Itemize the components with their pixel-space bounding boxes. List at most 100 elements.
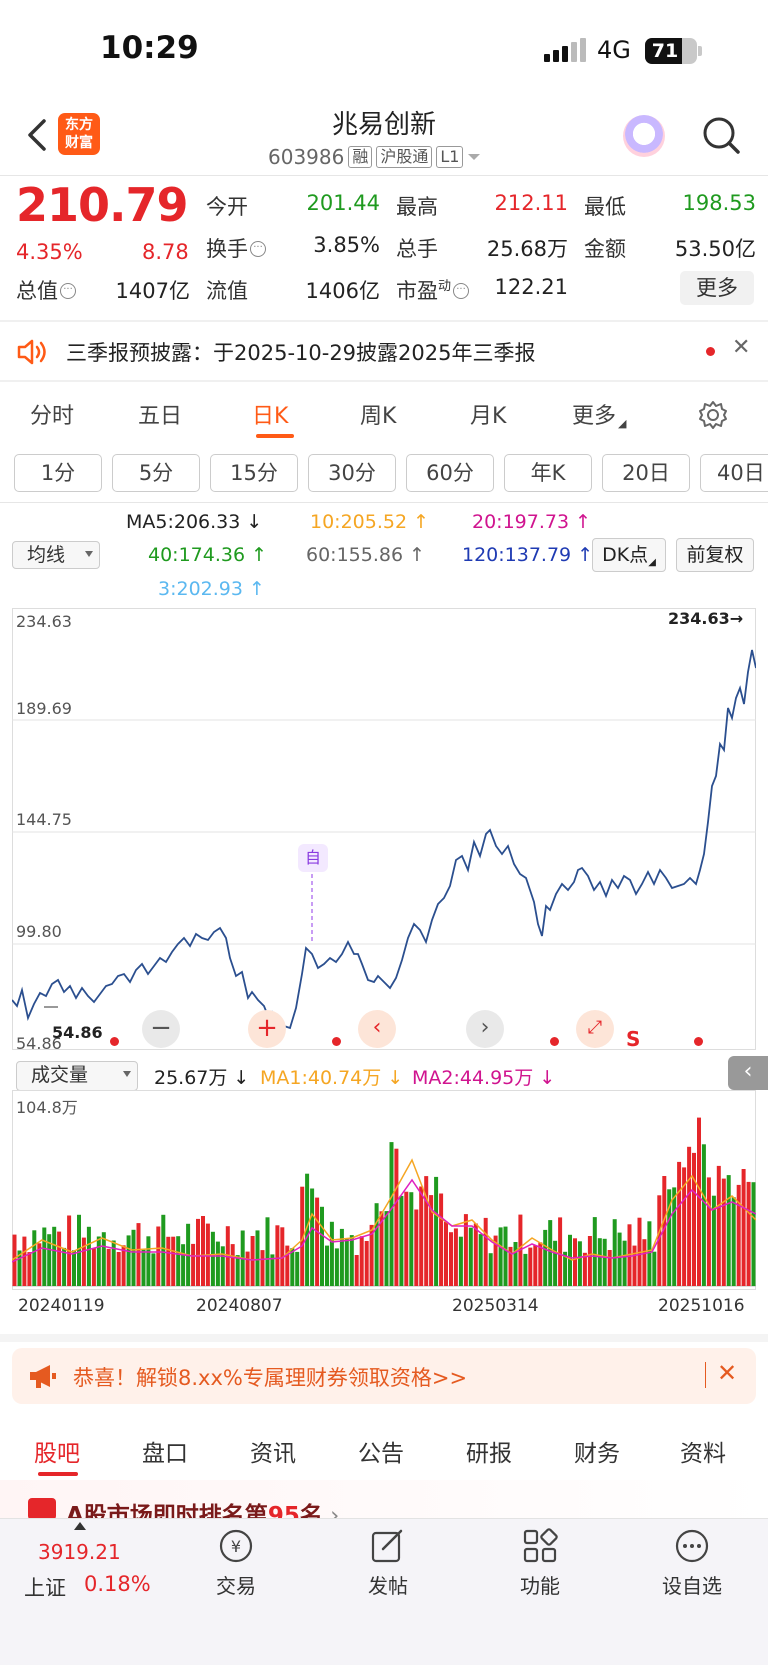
index-percent[interactable]: 0.18% <box>84 1572 151 1596</box>
tag-connect: 沪股通 <box>376 146 433 168</box>
dock-functions[interactable]: 功能 <box>520 1574 560 1598</box>
volume-bar <box>62 1247 67 1286</box>
tab-orderbook[interactable]: 盘口 <box>142 1441 188 1467</box>
volume-bar <box>260 1250 265 1286</box>
interval-30min[interactable]: 30分 <box>308 454 396 492</box>
event-dot[interactable] <box>332 1037 341 1046</box>
turnover-label[interactable]: 换手 ··· <box>206 233 266 263</box>
tab-monthly-k[interactable]: 月K <box>470 404 507 429</box>
more-dots-icon[interactable] <box>673 1527 711 1565</box>
dk-point-button[interactable]: DK点◢ <box>592 538 666 572</box>
tab-news[interactable]: 资讯 <box>250 1441 296 1467</box>
scroll-left-icon[interactable]: ‹ <box>358 1010 396 1048</box>
tab-weekly-k[interactable]: 周K <box>360 404 397 429</box>
compose-icon[interactable] <box>369 1527 407 1565</box>
assistant-avatar-icon[interactable] <box>623 115 665 157</box>
volume-bar <box>548 1220 553 1286</box>
index-name[interactable]: 上证 <box>24 1576 66 1600</box>
fullscreen-icon[interactable]: ⤢ <box>576 1010 614 1048</box>
tab-financials[interactable]: 财务 <box>574 1441 620 1467</box>
event-dot[interactable] <box>694 1037 703 1046</box>
volume-indicator-select[interactable]: 成交量 <box>16 1061 138 1091</box>
tab-announcements[interactable]: 公告 <box>358 1441 404 1467</box>
close-icon[interactable]: ✕ <box>732 335 751 360</box>
tab-intraday[interactable]: 分时 <box>30 404 75 429</box>
stock-code-row[interactable]: 603986 融 沪股通 L1 <box>268 145 481 169</box>
sell-signal-marker[interactable]: S <box>626 1027 641 1051</box>
tab-daily-k[interactable]: 日K <box>252 404 289 429</box>
high-label: 最高 <box>396 195 438 219</box>
mktcap-label[interactable]: 总值 ··· <box>16 275 76 305</box>
dock-trade[interactable]: 交易 <box>216 1574 256 1598</box>
interval-year-k[interactable]: 年K <box>504 454 592 492</box>
interval-5min[interactable]: 5分 <box>112 454 200 492</box>
tab-research[interactable]: 研报 <box>466 1441 512 1467</box>
scroll-right-icon[interactable]: › <box>466 1010 504 1048</box>
volume-bar <box>453 1228 458 1286</box>
rank-icon <box>28 1498 56 1520</box>
adjust-mode-button[interactable]: 前复权 <box>676 538 754 572</box>
volume-chart[interactable] <box>12 1090 756 1290</box>
interval-15min[interactable]: 15分 <box>210 454 298 492</box>
event-dot[interactable] <box>110 1037 119 1046</box>
self-select-marker[interactable]: 自 <box>298 844 328 872</box>
info-icon: ··· <box>250 241 266 257</box>
interval-1min[interactable]: 1分 <box>14 454 102 492</box>
k-line-chart[interactable] <box>12 608 756 1050</box>
volume-bar <box>622 1240 627 1286</box>
notice-text[interactable]: 三季报预披露：于2025-10-29披露2025年三季报 <box>66 341 536 365</box>
dock-post[interactable]: 发帖 <box>368 1574 408 1598</box>
close-icon[interactable]: ✕ <box>717 1359 738 1387</box>
volume-bar <box>101 1232 106 1286</box>
volume-bar <box>543 1229 548 1286</box>
expand-index-icon[interactable] <box>74 1522 86 1530</box>
volume-bar <box>498 1227 503 1286</box>
volume-bar <box>220 1246 225 1286</box>
volume-bar <box>677 1161 682 1286</box>
zoom-in-icon[interactable]: + <box>248 1010 286 1048</box>
volume-bar <box>558 1217 563 1286</box>
pe-label[interactable]: 市盈动 ··· <box>396 275 470 305</box>
collapse-panel-icon[interactable]: ‹ <box>728 1056 768 1090</box>
low-label: 最低 <box>584 195 626 219</box>
volume-bar <box>553 1240 558 1286</box>
volume-bar <box>736 1184 741 1286</box>
ma-select[interactable]: 均线 <box>12 541 100 569</box>
tab-five-day[interactable]: 五日 <box>138 404 183 429</box>
current-price: 210.79 <box>16 178 189 232</box>
volume-bar <box>379 1211 384 1286</box>
back-icon[interactable] <box>22 115 52 155</box>
zoom-out-icon[interactable]: − <box>142 1010 180 1048</box>
dock-add-watchlist[interactable]: 设自选 <box>662 1574 722 1598</box>
volume-bar <box>215 1241 220 1286</box>
index-value[interactable]: 3919.21 <box>38 1540 121 1564</box>
volume-bar <box>711 1195 716 1286</box>
grid-icon[interactable] <box>521 1527 559 1565</box>
volume-bar <box>280 1227 285 1286</box>
volume-bar <box>434 1176 439 1286</box>
search-icon[interactable] <box>702 116 742 156</box>
date-label-4: 20251016 <box>658 1296 745 1316</box>
volume-bar <box>429 1195 434 1286</box>
interval-40day[interactable]: 40日 <box>700 454 768 492</box>
gear-icon[interactable] <box>698 400 728 430</box>
volume-bar <box>473 1223 478 1286</box>
promo-banner[interactable] <box>12 1348 756 1404</box>
interval-60min[interactable]: 60分 <box>406 454 494 492</box>
more-quote-button[interactable]: 更多 <box>680 271 754 305</box>
trade-icon[interactable]: ¥ <box>217 1527 255 1565</box>
tab-more-periods[interactable]: 更多 ◢ <box>572 404 627 430</box>
volume-bar <box>42 1227 47 1286</box>
signal-icon <box>544 38 589 62</box>
event-dot[interactable] <box>550 1037 559 1046</box>
promo-text[interactable]: 恭喜！解锁8.xx%专属理财券领取资格>> <box>73 1366 468 1390</box>
volume-label: 总手 <box>396 237 438 261</box>
tab-forum[interactable]: 股吧 <box>34 1441 80 1467</box>
ranking-teaser[interactable] <box>0 1480 768 1518</box>
interval-20day[interactable]: 20日 <box>602 454 690 492</box>
volume-bar <box>607 1250 612 1286</box>
volume-bar <box>731 1197 736 1286</box>
volume-bar <box>96 1236 101 1286</box>
volume-bar <box>409 1192 414 1286</box>
tab-profile[interactable]: 资料 <box>680 1441 726 1467</box>
